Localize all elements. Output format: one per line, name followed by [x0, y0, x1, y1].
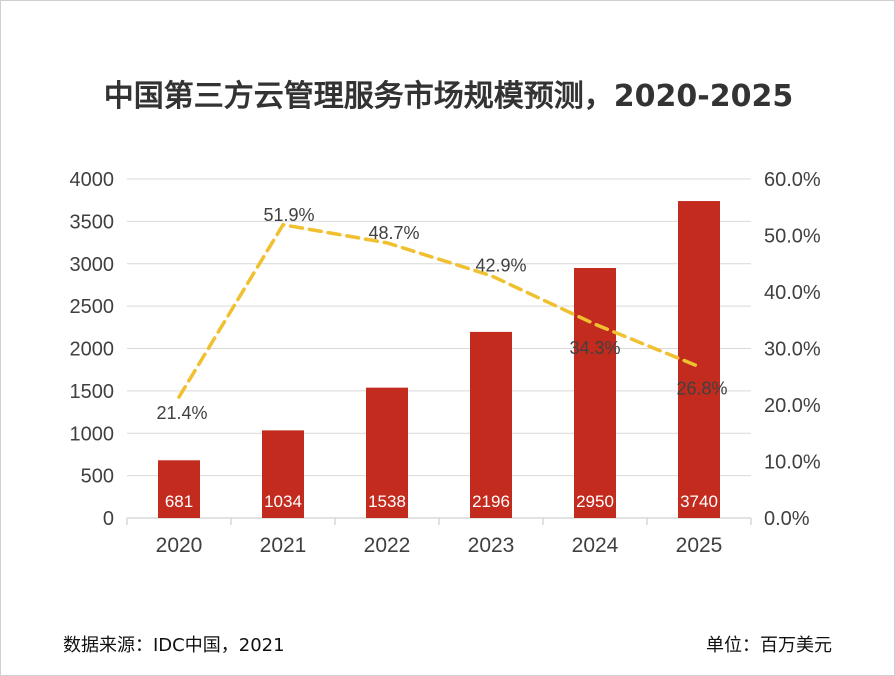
line-value-label: 48.7%: [368, 223, 419, 243]
x-tick-label: 2020: [156, 534, 203, 557]
y-tick-label: 2000: [70, 339, 115, 361]
y2-tick-label: 30.0%: [764, 339, 821, 361]
bar: [574, 267, 616, 518]
bar: [366, 387, 408, 518]
y-tick-label: 3500: [70, 211, 115, 233]
bar-value-label: 3740: [680, 492, 718, 511]
bar: [158, 460, 200, 518]
y2-tick-label: 0.0%: [764, 508, 810, 530]
growth-line: [177, 222, 701, 399]
line-value-label: 51.9%: [263, 205, 314, 225]
line-value-label: 21.4%: [156, 403, 207, 423]
bar: [262, 430, 304, 518]
bar-value-label: 2196: [472, 492, 510, 511]
x-tick-label: 2025: [676, 534, 723, 557]
y-tick-label: 500: [81, 466, 114, 488]
x-tick-label: 2021: [260, 534, 307, 557]
y2-tick-label: 10.0%: [764, 452, 821, 474]
x-tick-label: 2023: [468, 534, 515, 557]
y-tick-label: 3000: [70, 254, 115, 276]
y-tick-label: 1500: [70, 381, 115, 403]
chart-title: 中国第三方云管理服务市场规模预测，2020-2025: [103, 79, 794, 114]
bar-value-label: 1034: [264, 492, 302, 511]
bar: [470, 331, 512, 518]
y2-tick-label: 50.0%: [764, 226, 821, 248]
line-value-label: 34.3%: [569, 338, 620, 358]
x-tick-label: 2022: [364, 534, 411, 557]
y2-tick-label: 40.0%: [764, 282, 821, 304]
y-tick-label: 2500: [70, 296, 115, 318]
y-tick-label: 4000: [70, 169, 115, 191]
bar-value-label: 681: [165, 492, 193, 511]
y2-tick-label: 20.0%: [764, 395, 821, 417]
line-value-label: 42.9%: [475, 256, 526, 276]
y-tick-label: 0: [103, 508, 114, 530]
y2-tick-label: 60.0%: [764, 169, 821, 191]
bar-value-label: 2950: [576, 492, 614, 511]
source-note: 数据来源：IDC中国，2021: [63, 635, 285, 656]
x-tick-label: 2024: [572, 534, 619, 557]
unit-note: 单位：百万美元: [706, 635, 832, 656]
y-tick-label: 1000: [70, 423, 115, 445]
line-value-label: 26.8%: [676, 379, 727, 399]
bar-value-label: 1538: [368, 492, 406, 511]
